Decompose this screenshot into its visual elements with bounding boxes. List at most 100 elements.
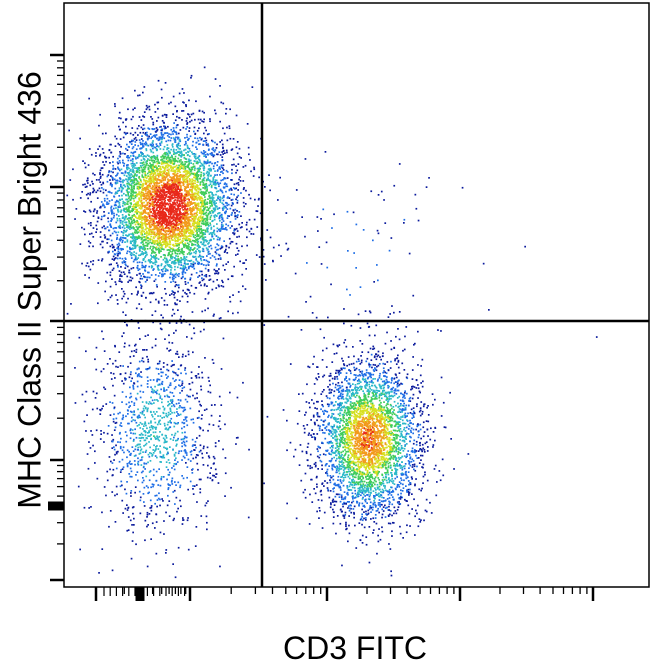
event-dot [188,158,190,161]
event-dot [189,179,191,181]
event-dot [116,238,118,240]
event-dot [146,201,149,204]
event-dot [165,241,168,243]
event-dot [142,209,145,212]
event-dot [89,268,92,271]
event-dot [181,271,184,274]
event-dot [121,248,123,250]
event-dot [166,156,168,159]
event-dot [208,245,210,248]
event-dot [156,285,158,288]
event-dot [195,189,197,191]
event-dot [199,232,202,235]
event-dot [205,156,207,158]
event-dot [143,245,145,247]
event-dot [254,198,256,201]
event-dot [198,127,200,130]
event-dot [138,229,141,232]
event-dot [131,244,134,246]
event-dot [215,235,218,237]
event-dot [243,187,245,189]
event-dot [97,148,99,150]
event-dot [229,108,231,111]
event-dot [194,132,197,135]
event-dot [211,254,214,257]
event-dot [113,257,116,260]
event-dot [200,196,203,199]
event-dot [185,256,188,258]
event-dot [206,209,208,212]
event-dot [141,195,143,197]
event-dot [157,178,159,181]
event-dot [186,242,189,245]
event-dot [225,112,227,115]
event-dot [220,224,223,226]
event-dot [124,202,126,204]
event-dot [188,113,190,116]
event-dot [186,221,188,224]
event-dot [155,127,158,129]
event-dot [180,181,183,184]
event-dot [162,238,164,241]
event-dot [130,202,132,204]
event-dot [158,173,160,175]
event-dot [104,200,106,202]
event-dot [148,135,150,138]
event-dot [116,172,119,175]
event-dot [194,222,196,224]
event-dot [199,181,202,183]
event-dot [153,215,156,218]
event-dot [193,267,196,270]
event-dot [160,236,163,238]
event-dot [198,237,201,240]
event-dot [218,185,220,188]
event-dot [176,110,178,113]
event-dot [183,231,186,234]
event-dot [182,216,185,218]
event-dot [153,207,156,209]
event-dot [222,199,225,202]
event-dot [182,209,184,211]
event-dot [152,196,154,198]
event-dot [162,275,164,277]
event-dot [177,166,179,169]
event-dot [141,142,144,145]
event-dot [153,246,155,249]
event-dot [212,232,215,234]
event-dot [192,243,194,246]
event-dot [141,205,144,208]
event-dot [146,131,148,134]
event-dot [236,202,239,204]
event-dot [185,293,188,295]
event-dot [161,270,164,273]
event-dot [87,197,89,200]
event-dot [193,185,195,188]
event-dot [106,226,109,228]
event-dot [192,207,194,209]
event-dot [194,118,196,121]
event-dot [95,179,98,181]
event-dot [233,183,236,186]
event-dot [115,199,118,202]
event-dot [145,241,147,244]
event-dot [164,260,167,263]
event-dot [160,171,162,174]
event-dot [150,171,153,174]
event-dot [177,197,179,200]
event-dot [154,176,156,178]
event-dot [197,205,200,208]
event-dot [119,280,122,283]
event-dot [135,202,137,205]
event-dot [112,227,115,230]
event-dot [189,249,191,252]
event-dot [213,225,215,228]
event-dot [219,182,222,185]
event-dot [136,195,138,197]
event-dot [142,246,145,248]
event-dot [234,214,237,217]
event-dot [129,253,132,256]
event-dot [98,124,100,127]
event-dot [97,282,100,284]
event-dot [206,178,208,181]
event-dot [196,179,199,181]
